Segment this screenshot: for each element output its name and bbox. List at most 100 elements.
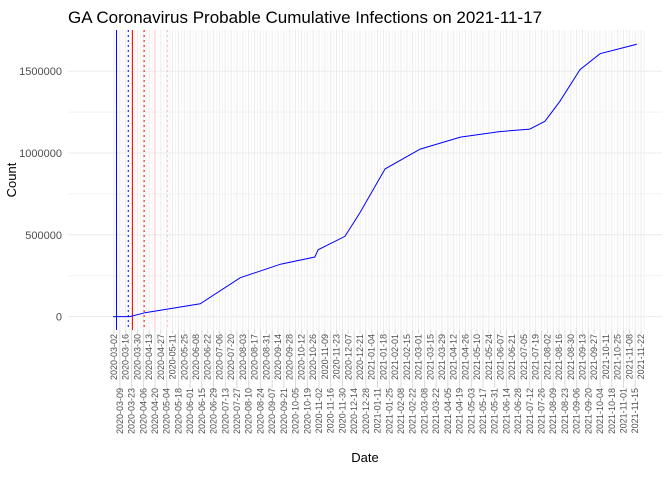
x-tick-label: 2021-01-11 (373, 388, 383, 433)
x-tick-label: 2020-07-13 (220, 388, 230, 434)
x-tick-label: 2021-06-21 (507, 334, 517, 380)
x-tick-label: 2020-04-06 (138, 388, 148, 434)
x-tick-label: 2021-01-25 (384, 388, 394, 434)
x-tick-label: 2021-07-19 (531, 334, 541, 380)
x-tick-label: 2021-04-26 (460, 334, 470, 380)
x-tick-label: 2021-04-05 (443, 388, 453, 434)
x-tick-label: 2020-08-17 (250, 334, 260, 380)
x-tick-label: 2021-08-02 (542, 334, 552, 380)
x-tick-label: 2020-10-05 (291, 388, 301, 434)
x-tick-label: 2021-10-18 (607, 388, 617, 434)
x-tick-label: 2021-10-11 (601, 334, 611, 379)
x-tick-label: 2021-01-18 (378, 334, 388, 380)
x-tick-label: 2021-02-15 (402, 334, 412, 380)
x-tick-label: 2020-07-20 (226, 334, 236, 380)
x-tick-label: 2020-05-04 (162, 388, 172, 434)
x-tick-label: 2021-08-30 (566, 334, 576, 380)
x-tick-label: 2020-08-10 (244, 388, 254, 434)
x-tick-label: 2020-04-13 (144, 334, 154, 380)
chart-title: GA Coronavirus Probable Cumulative Infec… (68, 8, 542, 27)
x-tick-label: 2021-07-12 (525, 388, 535, 434)
x-tick-label: 2020-07-27 (232, 388, 242, 434)
x-tick-label: 2020-12-14 (349, 388, 359, 434)
x-tick-label: 2021-04-12 (449, 334, 459, 380)
x-tick-label: 2021-11-22 (636, 334, 646, 379)
x-tick-label: 2020-09-07 (267, 388, 277, 434)
x-tick-label: 2020-11-16 (326, 388, 336, 433)
x-tick-label: 2020-11-02 (314, 388, 324, 433)
x-tick-label: 2021-08-09 (548, 388, 558, 434)
x-tick-label: 2020-12-21 (355, 334, 365, 380)
x-tick-label: 2021-09-06 (572, 388, 582, 434)
x-tick-label: 2021-02-08 (396, 388, 406, 434)
x-tick-label: 2021-03-15 (425, 334, 435, 380)
x-tick-label: 2020-09-14 (273, 334, 283, 380)
x-tick-label: 2020-03-02 (109, 334, 119, 380)
x-tick-label: 2020-08-03 (238, 334, 248, 380)
x-tick-label: 2020-06-22 (203, 334, 213, 380)
x-tick-label: 2021-02-01 (390, 334, 400, 380)
x-tick-label: 2020-04-27 (156, 334, 166, 380)
x-tick-label: 2021-05-24 (484, 334, 494, 380)
x-tick-label: 2021-09-20 (583, 388, 593, 434)
x-tick-label: 2021-05-10 (472, 334, 482, 380)
x-tick-label: 2020-08-31 (261, 334, 271, 380)
x-tick-label: 2020-09-21 (279, 388, 289, 434)
x-tick-label: 2021-06-14 (501, 388, 511, 434)
x-tick-label: 2021-03-29 (437, 334, 447, 380)
x-tick-label: 2020-08-24 (255, 388, 265, 434)
x-tick-label: 2020-03-16 (121, 334, 131, 380)
x-tick-label: 2021-05-17 (478, 388, 488, 434)
x-tick-label: 2021-09-13 (578, 334, 588, 380)
series-line (113, 43, 638, 318)
x-tick-label: 2021-11-01 (619, 388, 629, 433)
x-tick-label: 2021-01-04 (367, 334, 377, 380)
x-tick-label: 2021-09-27 (589, 334, 599, 380)
x-tick-label: 2020-05-11 (168, 334, 178, 379)
y-axis-label: Count (4, 162, 19, 197)
x-tick-label: 2021-03-22 (431, 388, 441, 434)
x-tick-label: 2021-05-03 (466, 388, 476, 434)
x-tick-label: 2021-11-15 (630, 388, 640, 433)
y-tick-label: 0 (56, 312, 62, 324)
x-tick-label: 2020-05-18 (173, 388, 183, 434)
x-tick-label: 2020-03-30 (132, 334, 142, 380)
x-tick-label: 2021-10-25 (613, 334, 623, 380)
x-ticks: 2020-03-02 2020-03-09 2020-03-16 2020-03-23… (109, 330, 646, 434)
x-tick-label: 2020-06-29 (209, 388, 219, 434)
x-tick-label: 2021-07-26 (537, 388, 547, 434)
x-tick-label: 2020-03-09 (115, 388, 125, 434)
event-lines (116, 30, 169, 330)
x-tick-label: 2020-12-28 (361, 388, 371, 434)
x-tick-label: 2020-06-15 (197, 388, 207, 434)
y-tick-label: 1500000 (19, 66, 62, 78)
x-tick-label: 2020-06-01 (185, 388, 195, 434)
grid (68, 30, 662, 330)
x-tick-label: 2021-07-05 (519, 334, 529, 380)
x-tick-label: 2020-10-19 (302, 388, 312, 434)
x-tick-label: 2021-11-08 (624, 334, 634, 379)
x-tick-label: 2020-05-25 (179, 334, 189, 380)
x-tick-label: 2020-10-12 (296, 334, 306, 380)
x-tick-label: 2020-11-30 (337, 388, 347, 433)
x-tick-label: 2021-03-01 (414, 334, 424, 380)
x-tick-label: 2020-04-20 (150, 388, 160, 434)
y-tick-label: 1000000 (19, 148, 62, 160)
x-tick-label: 2020-11-23 (332, 334, 342, 379)
x-tick-label: 2020-09-28 (285, 334, 295, 380)
x-axis-label: Date (351, 450, 378, 465)
x-tick-label: 2021-08-23 (560, 388, 570, 434)
x-tick-label: 2021-06-28 (513, 388, 523, 434)
y-tick-label: 500000 (25, 230, 62, 242)
x-tick-label: 2021-05-31 (490, 388, 500, 434)
x-tick-label: 2020-11-09 (320, 334, 330, 379)
x-tick-label: 2020-10-26 (308, 334, 318, 380)
x-tick-label: 2020-03-23 (127, 388, 137, 434)
x-tick-label: 2020-07-06 (214, 334, 224, 380)
x-tick-label: 2021-04-19 (455, 388, 465, 434)
x-tick-label: 2020-12-07 (343, 334, 353, 380)
x-tick-label: 2021-02-22 (408, 388, 418, 434)
x-tick-label: 2021-06-07 (496, 334, 506, 380)
x-tick-label: 2021-08-16 (554, 334, 564, 380)
